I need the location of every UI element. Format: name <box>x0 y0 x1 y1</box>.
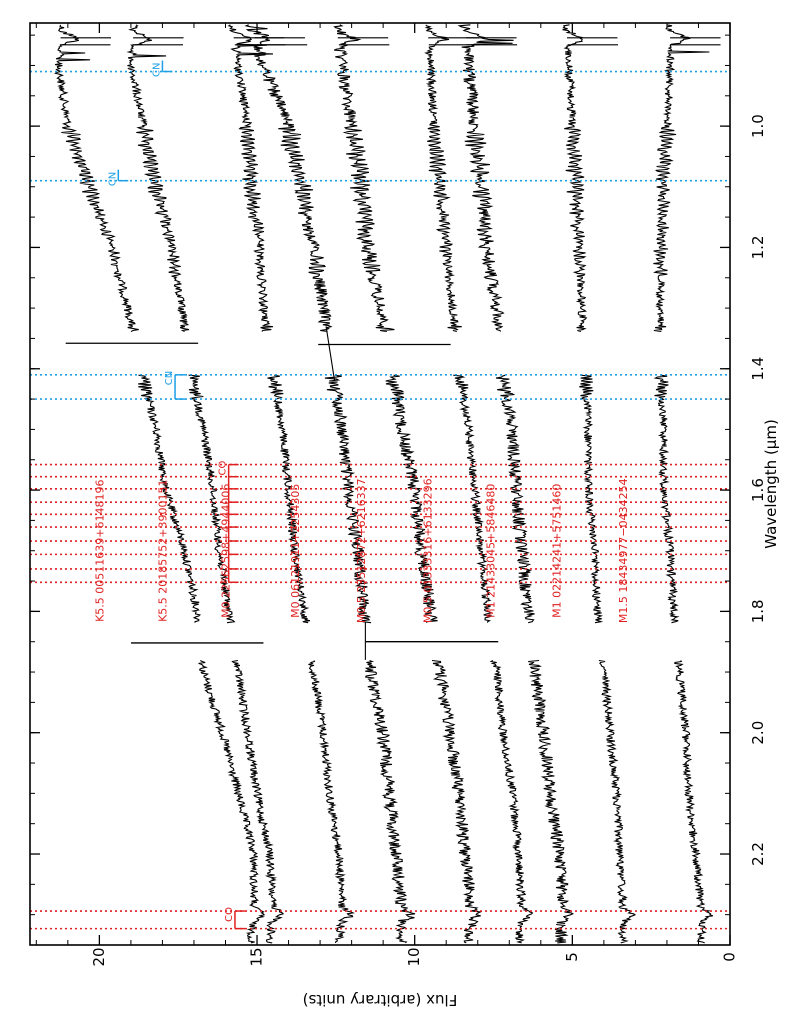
spectrum-line <box>562 24 588 333</box>
y-tick-label: 0 <box>721 952 739 962</box>
x-tick-label: 2.2 <box>749 842 767 866</box>
star-label: K5.5 00511639+6148196 <box>93 480 106 622</box>
spectrum-line <box>431 659 483 944</box>
star-label: M0.5 01333316+6133296 <box>421 478 434 623</box>
feature-label: CN <box>151 63 162 77</box>
x-tick-label: 1.4 <box>749 357 767 381</box>
spectrum-line <box>453 374 492 623</box>
spectrum-line <box>188 374 236 624</box>
plot-frame <box>29 22 731 946</box>
spectrum-line <box>528 659 574 944</box>
axes-group: 1.0 1.2 1.4 1.6 1.8 2.0 2.2 0 5 10 15 20 <box>30 23 767 967</box>
spectrum-line <box>385 374 438 623</box>
spectrum-line <box>674 660 713 944</box>
y-tick-label: 5 <box>563 952 581 962</box>
spectrum-line <box>138 374 201 623</box>
spectrum-line <box>244 24 333 333</box>
spectrum-line <box>653 24 710 333</box>
x-tick-label: 1.0 <box>749 114 767 138</box>
x-tick-label: 2.0 <box>749 721 767 745</box>
x-tick-label: 1.8 <box>749 599 767 623</box>
spectrum-line <box>579 374 604 624</box>
spectrum-line <box>653 374 680 624</box>
star-label: M0.5 23512872+6216337 <box>355 478 368 623</box>
spectrum-line <box>333 24 395 333</box>
x-axis-title: Wavelength (μm) <box>762 419 780 549</box>
star-label: M0 22562598+4944006 <box>219 484 232 618</box>
spectrum-line <box>198 660 266 944</box>
spectrum-line <box>324 374 372 624</box>
feature-label: CN <box>107 172 118 186</box>
spectrum-line <box>598 659 637 944</box>
spectra-series-group <box>53 24 721 944</box>
spectrum-line <box>126 24 190 332</box>
spectrum-line <box>227 24 274 332</box>
y-axis-title: Flux (arbitrary units) <box>303 991 458 1009</box>
spectrum-line <box>53 24 139 333</box>
x-tick-label: 1.6 <box>749 478 767 502</box>
spectrum-line <box>308 660 356 943</box>
x-tick-label: 1.2 <box>749 236 767 260</box>
y-tick-label: 15 <box>248 947 266 966</box>
y-tick-label: 10 <box>405 947 423 966</box>
star-label: K5.5 20185752+3900151 <box>156 480 169 622</box>
spectrum-line <box>424 24 462 333</box>
feature-markers-group: CN CN CN CO CO <box>30 60 730 930</box>
spectrum-line <box>489 660 534 944</box>
spectrum-line <box>495 374 535 624</box>
spectrum-line <box>267 374 310 624</box>
spectrum-line <box>364 659 416 944</box>
star-label: M1.5 18434977−0434254 <box>617 478 630 623</box>
y-tick-label: 20 <box>90 947 108 966</box>
feature-label: CO <box>224 907 235 922</box>
spectrum-line <box>231 659 285 944</box>
gap-connector <box>325 326 336 381</box>
star-label: M1 02214241+5751460 <box>551 484 564 618</box>
feature-label: CN <box>164 371 175 385</box>
feature-label: CO <box>218 460 229 475</box>
star-label: M0 06121911+2254305 <box>289 484 302 618</box>
spectrum-line <box>457 24 514 332</box>
star-labels-group: K5.5 00511639+6148196 K5.5 20185752+39001… <box>93 478 629 623</box>
star-label: M1 21433045+5846480 <box>484 484 497 618</box>
